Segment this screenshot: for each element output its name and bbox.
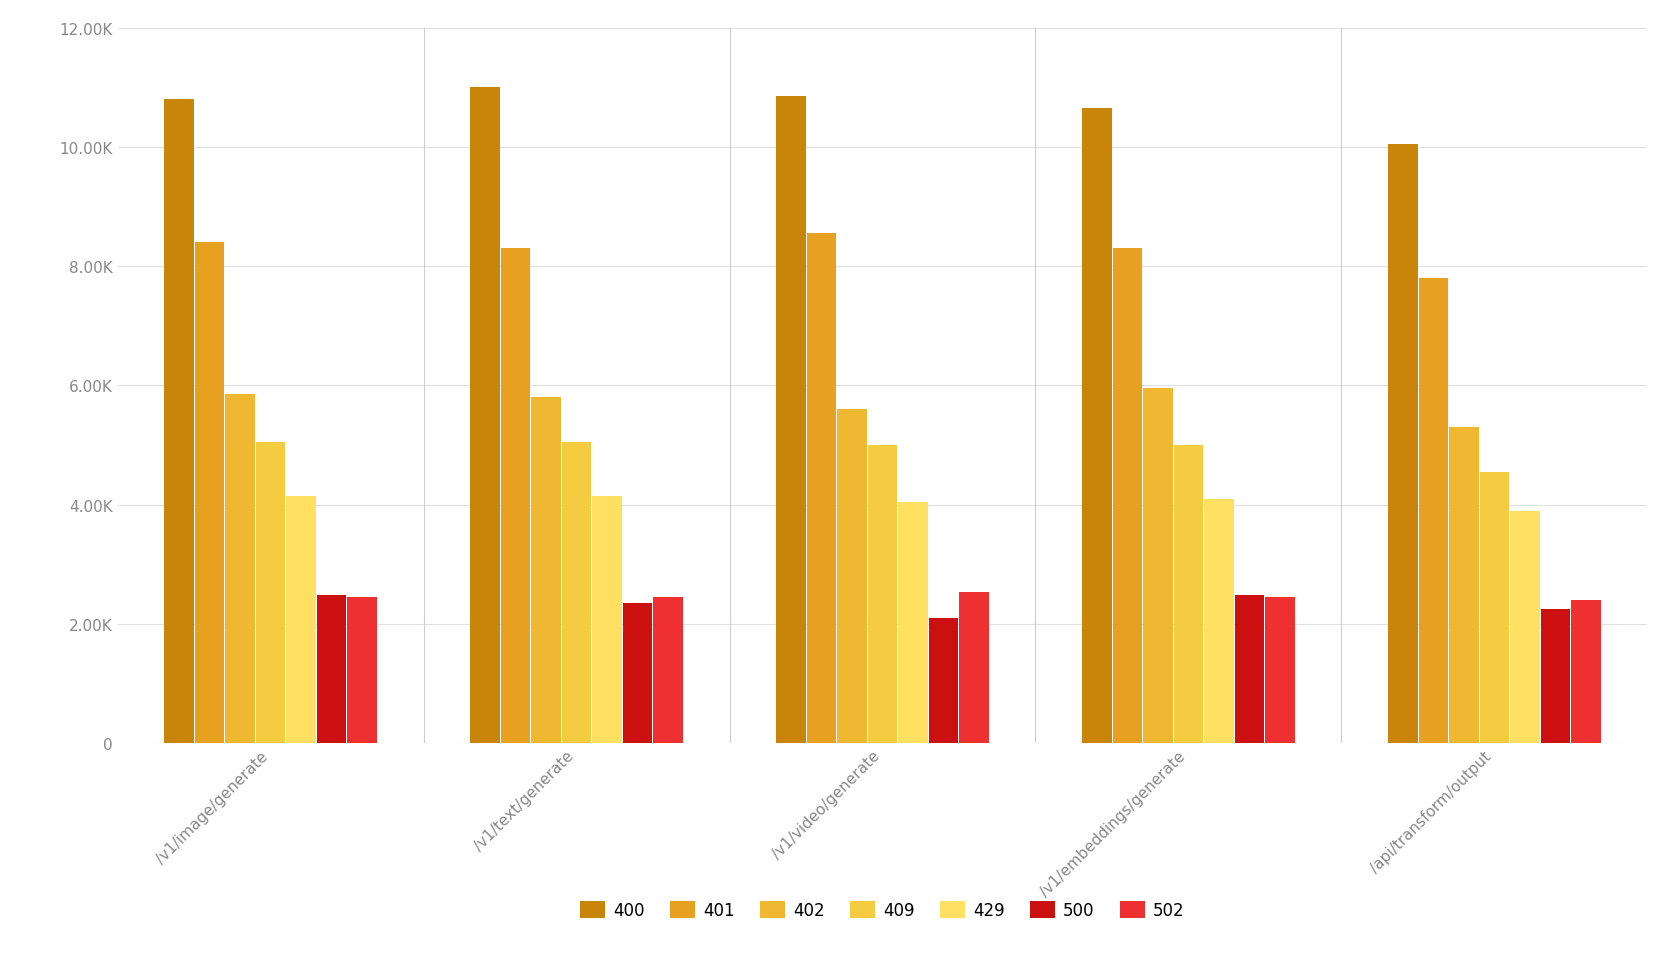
Bar: [1539, 609, 1569, 743]
Legend: 400, 401, 402, 409, 429, 500, 502: 400, 401, 402, 409, 429, 500, 502: [573, 895, 1191, 926]
Bar: [897, 502, 927, 743]
Bar: [959, 593, 988, 743]
Bar: [927, 618, 958, 743]
Bar: [591, 497, 622, 743]
Bar: [316, 596, 346, 743]
Bar: [1265, 598, 1294, 743]
Bar: [867, 446, 897, 743]
Bar: [1082, 109, 1110, 743]
Bar: [654, 598, 682, 743]
Bar: [1571, 600, 1599, 743]
Bar: [165, 100, 193, 743]
Bar: [1448, 428, 1478, 743]
Bar: [195, 243, 225, 743]
Bar: [470, 89, 499, 743]
Bar: [1173, 446, 1203, 743]
Bar: [286, 497, 316, 743]
Bar: [1509, 511, 1539, 743]
Bar: [531, 398, 561, 743]
Bar: [255, 442, 286, 743]
Bar: [837, 410, 867, 743]
Bar: [806, 234, 837, 743]
Bar: [1418, 279, 1448, 743]
Bar: [1203, 499, 1233, 743]
Bar: [561, 442, 591, 743]
Bar: [1478, 473, 1509, 743]
Bar: [501, 249, 531, 743]
Bar: [776, 97, 805, 743]
Bar: [1233, 596, 1263, 743]
Bar: [1112, 249, 1142, 743]
Bar: [225, 395, 255, 743]
Bar: [1388, 145, 1416, 743]
Bar: [348, 598, 376, 743]
Bar: [622, 603, 652, 743]
Bar: [1142, 389, 1173, 743]
